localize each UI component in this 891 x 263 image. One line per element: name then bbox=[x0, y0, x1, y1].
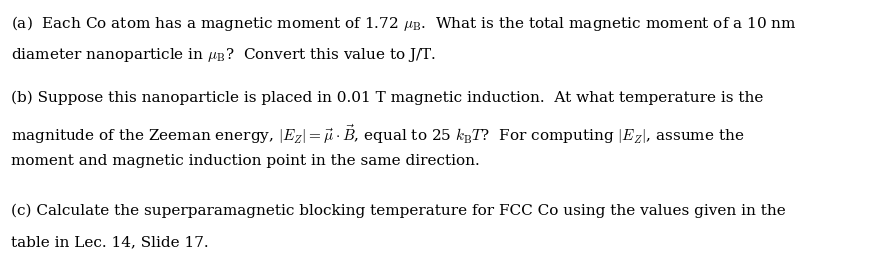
Text: magnitude of the Zeeman energy, $|E_Z| = \vec{\mu}\cdot\vec{B}$, equal to 25 $k_: magnitude of the Zeeman energy, $|E_Z| =… bbox=[11, 122, 744, 146]
Text: (b) Suppose this nanoparticle is placed in 0.01 T magnetic induction.  At what t: (b) Suppose this nanoparticle is placed … bbox=[11, 91, 763, 105]
Text: diameter nanoparticle in $\mu_\mathrm{B}$?  Convert this value to J/T.: diameter nanoparticle in $\mu_\mathrm{B}… bbox=[11, 46, 436, 64]
Text: table in Lec. 14, Slide 17.: table in Lec. 14, Slide 17. bbox=[11, 235, 208, 249]
Text: (a)  Each Co atom has a magnetic moment of 1.72 $\mu_\mathrm{B}$.  What is the t: (a) Each Co atom has a magnetic moment o… bbox=[11, 14, 797, 33]
Text: moment and magnetic induction point in the same direction.: moment and magnetic induction point in t… bbox=[11, 154, 479, 168]
Text: (c) Calculate the superparamagnetic blocking temperature for FCC Co using the va: (c) Calculate the superparamagnetic bloc… bbox=[11, 204, 786, 218]
